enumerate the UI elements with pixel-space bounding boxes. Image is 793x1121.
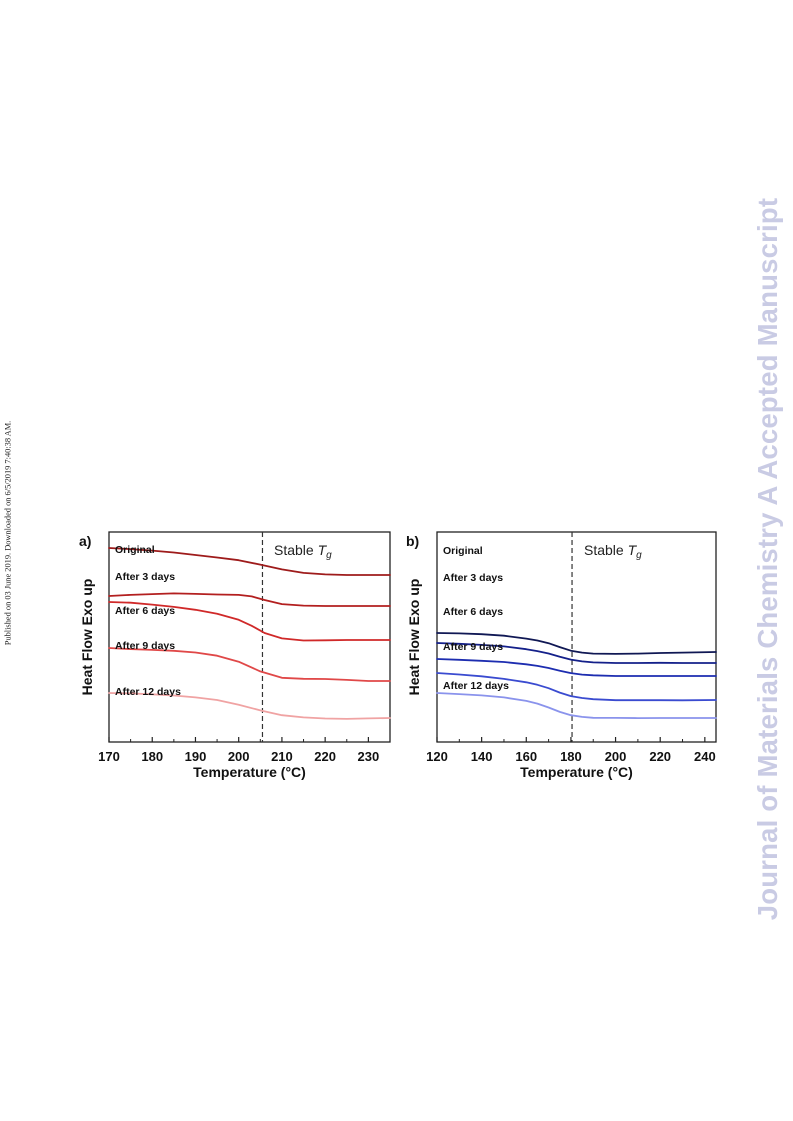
series-line — [436, 642, 717, 664]
x-tick-label: 210 — [271, 749, 293, 764]
series-label: Original — [115, 544, 155, 556]
stable-tg-annotation: Stable Tg — [584, 542, 642, 561]
x-tick-label: 200 — [228, 749, 250, 764]
y-axis-title: Heat Flow Exo up — [79, 579, 95, 696]
x-tick-label: 240 — [694, 749, 716, 764]
plot-frame — [108, 531, 391, 743]
x-tick-label: 190 — [185, 749, 207, 764]
x-tick-label: 200 — [605, 749, 627, 764]
series-line — [108, 601, 391, 642]
x-axis-title: Temperature (°C) — [193, 764, 306, 780]
x-tick-label: 220 — [649, 749, 671, 764]
series-line — [436, 672, 717, 702]
series-label: After 12 days — [443, 680, 509, 692]
x-tick-label: 180 — [141, 749, 163, 764]
series-label: After 6 days — [115, 605, 175, 617]
x-axis-title: Temperature (°C) — [520, 764, 633, 780]
series-label: Original — [443, 545, 483, 557]
series-line — [436, 632, 717, 655]
panel-label: a) — [79, 533, 91, 549]
plot-frame — [436, 531, 717, 743]
series-line — [108, 592, 391, 607]
series-line — [436, 692, 717, 719]
series-line — [108, 647, 391, 682]
series-label: After 3 days — [443, 572, 503, 584]
series-label: After 3 days — [115, 571, 175, 583]
x-tick-label: 230 — [358, 749, 380, 764]
panel-label: b) — [406, 533, 419, 549]
stable-tg-annotation: Stable Tg — [274, 542, 332, 561]
series-label: After 12 days — [115, 686, 181, 698]
chart-panel-b: 120 140 160 180 200 220 240 Temperature (°C) Hea… — [406, 531, 717, 780]
series-label: After 9 days — [443, 641, 503, 653]
x-tick-label: 170 — [98, 749, 120, 764]
y-axis-title: Heat Flow Exo up — [406, 579, 422, 696]
x-tick-label: 140 — [471, 749, 493, 764]
series-label: After 6 days — [443, 606, 503, 618]
x-tick-label: 160 — [515, 749, 537, 764]
x-tick-label: 220 — [314, 749, 336, 764]
chart-panel-a: 170 180 190 200 210 220 230 Temperature (°C) Hea… — [79, 531, 391, 780]
x-tick-label: 120 — [426, 749, 448, 764]
series-line — [108, 547, 391, 576]
series-label: After 9 days — [115, 640, 175, 652]
x-tick-label: 180 — [560, 749, 582, 764]
series-line — [436, 658, 717, 677]
series-line — [108, 692, 391, 720]
